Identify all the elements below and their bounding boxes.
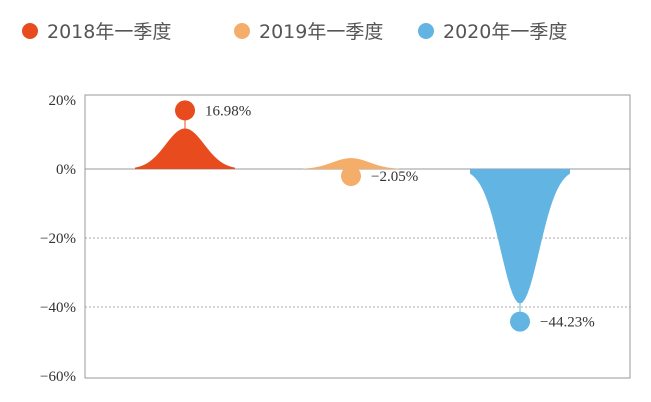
y-axis: 20% 0% −20% −40% −60% <box>40 93 76 385</box>
series-marks: 16.98% −2.05% −44.23% <box>135 100 595 332</box>
data-label: −44.23% <box>540 315 595 331</box>
legend-label: 2018年一季度 <box>47 21 171 43</box>
legend-marker <box>22 23 38 39</box>
series-area <box>135 128 235 169</box>
legend-label: 2020年一季度 <box>443 21 567 43</box>
legend-label: 2019年一季度 <box>259 21 383 43</box>
data-point <box>510 311 530 332</box>
plot-frame <box>84 94 631 379</box>
series-area <box>470 169 570 304</box>
legend: 2018年一季度 2019年一季度 2020年一季度 <box>22 21 567 43</box>
data-label: 16.98% <box>205 103 251 119</box>
data-point <box>341 166 361 187</box>
y-tick-label: −40% <box>40 300 76 316</box>
legend-marker <box>418 23 434 39</box>
legend-marker <box>234 23 250 39</box>
y-tick-label: 20% <box>49 93 77 109</box>
y-tick-label: −20% <box>40 231 76 247</box>
y-tick-label: −60% <box>40 369 76 385</box>
data-label: −2.05% <box>371 169 418 185</box>
y-tick-label: 0% <box>56 162 76 178</box>
data-point <box>175 100 195 121</box>
